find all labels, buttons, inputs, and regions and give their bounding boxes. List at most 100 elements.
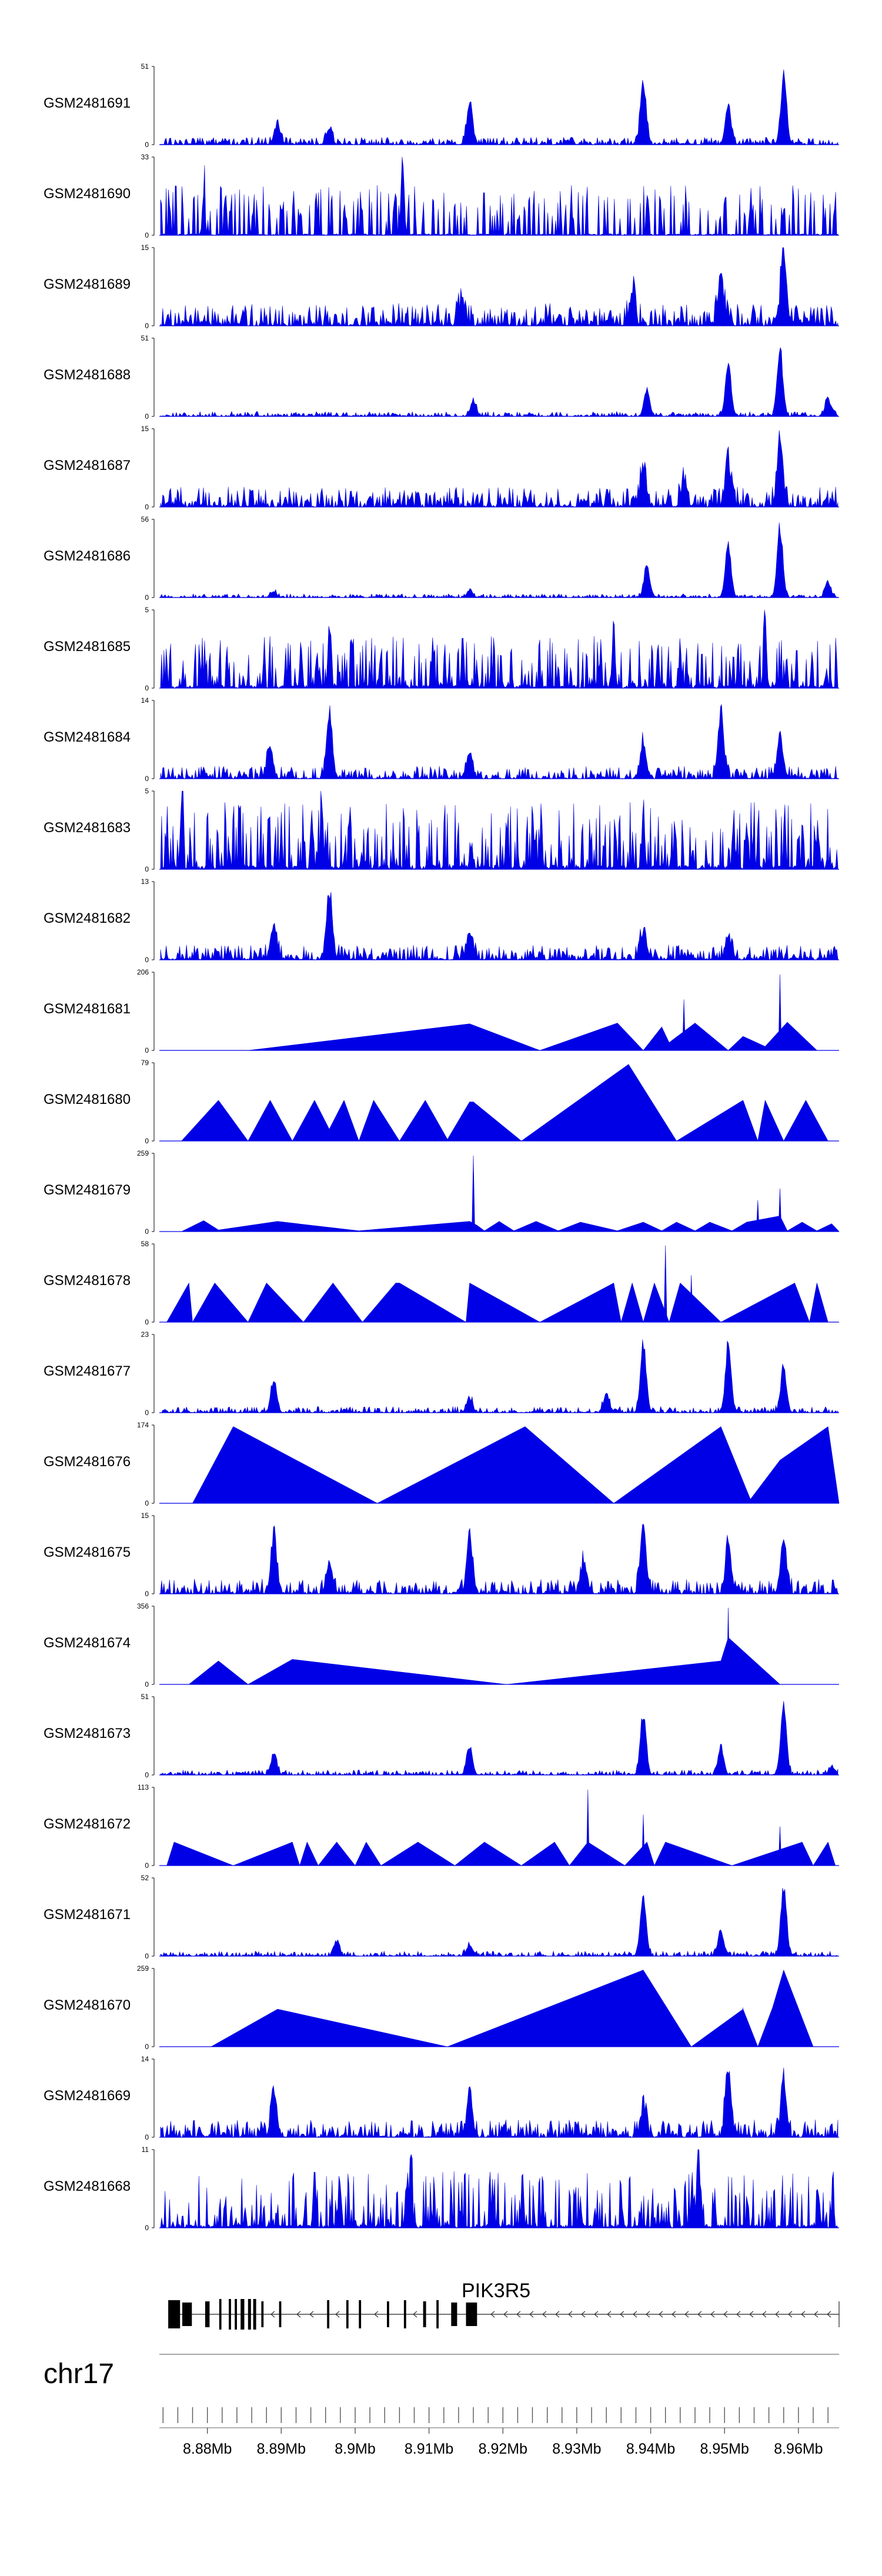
track-GSM2481669: GSM2481669 14 0	[44, 2055, 839, 2141]
gene-exon	[403, 2300, 406, 2328]
strand-arrow	[581, 2311, 586, 2318]
strand-arrow	[503, 2311, 508, 2318]
track-ymin-label: 0	[145, 1771, 149, 1779]
gene-exon	[168, 2300, 181, 2328]
strand-arrow	[296, 2311, 301, 2318]
track-GSM2481680: GSM2481680 79 0	[44, 1059, 839, 1145]
track-label: GSM2481683	[44, 820, 131, 836]
strand-arrow	[529, 2311, 534, 2318]
track-spike	[756, 1200, 760, 1232]
track-GSM2481679: GSM2481679 259 0	[44, 1149, 840, 1236]
chromosome-label: chr17	[44, 2358, 114, 2390]
strand-arrow	[413, 2311, 417, 2318]
gene-exon	[253, 2299, 256, 2330]
track-label: GSM2481675	[44, 1544, 131, 1560]
track-signal	[160, 790, 838, 870]
track-ymin-label: 0	[145, 1590, 149, 1598]
track-spike	[778, 1188, 782, 1232]
track-ymax-label: 174	[137, 1421, 149, 1429]
track-spike	[586, 1789, 590, 1866]
track-signal	[166, 1841, 836, 1866]
track-ymin-label: 0	[145, 412, 149, 421]
gene-exon	[229, 2299, 231, 2330]
track-spike	[663, 1245, 667, 1323]
track-ymin-label: 0	[145, 1680, 149, 1689]
genome-axis: 8.88Mb 8.89Mb 8.9Mb 8.91Mb 8.92Mb 8.93Mb 8.94M…	[159, 2407, 839, 2457]
strand-arrow	[814, 2311, 818, 2318]
track-ymax-label: 13	[141, 877, 149, 886]
track-label: GSM2481680	[44, 1092, 131, 1107]
axis-tick-label: 8.96Mb	[774, 2441, 823, 2457]
gene-exon	[240, 2299, 245, 2330]
gene-exon	[235, 2299, 237, 2330]
track-signal	[160, 2149, 838, 2228]
track-label: GSM2481672	[44, 1816, 131, 1832]
track-GSM2481681: GSM2481681 206 0	[44, 968, 839, 1055]
track-signal	[160, 1524, 838, 1594]
track-ymax-label: 51	[141, 1693, 149, 1701]
track-signal	[160, 2067, 838, 2138]
axis-tick-label: 8.88Mb	[183, 2441, 232, 2457]
track-GSM2481682: GSM2481682 13 0	[44, 877, 839, 964]
gene-exon	[205, 2301, 210, 2327]
track-ymin-label: 0	[145, 1046, 149, 1055]
track-signal	[160, 892, 838, 960]
track-GSM2481690: GSM2481690 33 0	[44, 153, 839, 239]
strand-arrow	[788, 2311, 793, 2318]
track-ymin-label: 0	[145, 1499, 149, 1507]
track-label: GSM2481679	[44, 1182, 131, 1198]
track-ymax-label: 206	[137, 968, 149, 976]
track-GSM2481691: GSM2481691 51 0	[44, 62, 839, 149]
strand-arrow	[490, 2311, 495, 2318]
strand-arrow	[762, 2311, 767, 2318]
strand-arrow	[659, 2311, 663, 2318]
track-ymax-label: 51	[141, 62, 149, 71]
track-label: GSM2481684	[44, 729, 131, 745]
track-ymin-label: 0	[145, 775, 149, 783]
strand-arrow	[270, 2311, 275, 2318]
strand-arrow	[749, 2311, 754, 2318]
track-signal	[166, 1283, 828, 1323]
track-GSM2481689: GSM2481689 15 0	[44, 243, 839, 330]
track-signal	[160, 704, 838, 779]
track-label: GSM2481691	[44, 95, 131, 111]
strand-arrow	[671, 2311, 676, 2318]
track-ymax-label: 58	[141, 1240, 149, 1248]
track-spike	[778, 1826, 782, 1866]
track-spike	[778, 974, 782, 1051]
strand-arrow	[646, 2311, 650, 2318]
track-label: GSM2481671	[44, 1907, 131, 1923]
track-ymax-label: 259	[137, 1964, 149, 1973]
track-ymax-label: 51	[141, 334, 149, 342]
track-label: GSM2481690	[44, 186, 131, 202]
track-ymin-label: 0	[145, 1137, 149, 1145]
gene-model	[168, 2299, 840, 2330]
track-signal	[160, 247, 838, 326]
strand-arrow	[607, 2311, 612, 2318]
track-label: GSM2481681	[44, 1001, 131, 1017]
strand-arrow	[335, 2311, 340, 2318]
strand-arrow	[801, 2311, 806, 2318]
gene-exon	[346, 2300, 349, 2328]
axis-tick-label: 8.92Mb	[479, 2441, 527, 2457]
track-ymin-label: 0	[145, 1318, 149, 1326]
gene-exon	[182, 2303, 192, 2326]
track-ymax-label: 5	[145, 606, 149, 614]
track-spike	[682, 999, 686, 1051]
track-ymin-label: 0	[145, 1409, 149, 1417]
gene-exon	[279, 2301, 282, 2327]
track-signal	[160, 1888, 838, 1957]
gene-exon	[219, 2299, 222, 2330]
gene-exon	[261, 2301, 264, 2327]
strand-arrow	[827, 2311, 831, 2318]
track-label: GSM2481682	[44, 910, 131, 926]
strand-arrow	[516, 2311, 521, 2318]
track-ymax-label: 5	[145, 787, 149, 795]
track-GSM2481675: GSM2481675 15 0	[44, 1511, 839, 1598]
track-label: GSM2481668	[44, 2178, 131, 2194]
track-ymin-label: 0	[145, 141, 149, 149]
track-label: GSM2481687	[44, 458, 131, 473]
gene-name: PIK3R5	[462, 2280, 530, 2302]
track-signal	[160, 347, 838, 417]
